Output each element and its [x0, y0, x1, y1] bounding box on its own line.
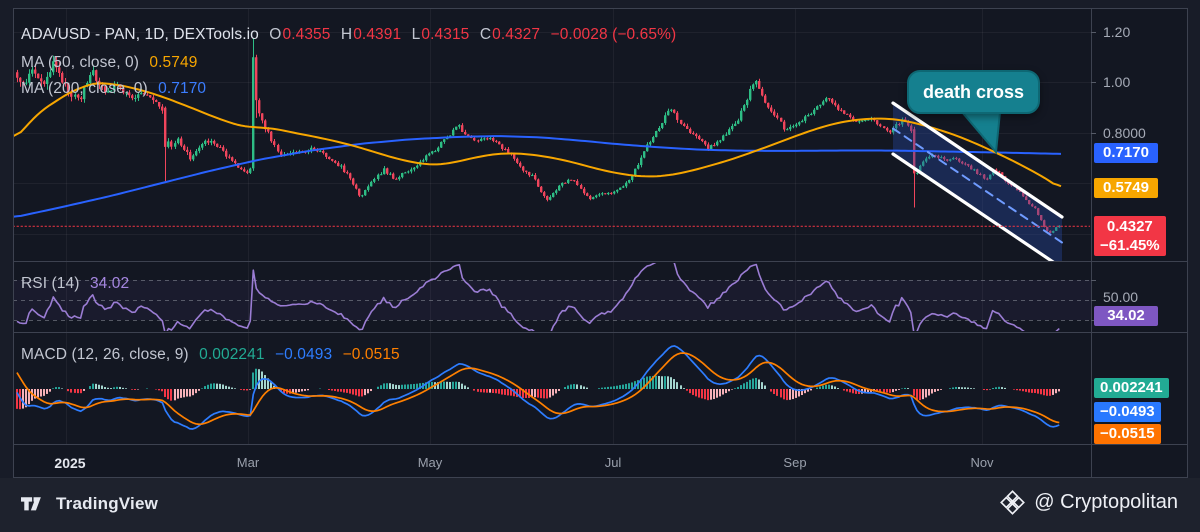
macd-legend-row[interactable]: MACD (12, 26, close, 9) 0.002241 −0.0493… [21, 346, 406, 364]
macd-hist-badge: 0.002241 [1094, 378, 1169, 398]
tradingview-brand[interactable]: TradingView [21, 494, 158, 514]
macd-label: MACD (12, 26, close, 9) [21, 346, 189, 363]
ohlc-close-label: C [479, 26, 492, 43]
ohlc-low-label: L [411, 26, 421, 43]
price-tick-1-00: 1.00 [1103, 74, 1131, 90]
rsi-legend-row[interactable]: RSI (14) 34.02 [21, 275, 135, 293]
ohlc-open-value: 0.4355 [282, 26, 331, 43]
cryptopolitan-logo-icon [1000, 490, 1026, 515]
ma50-legend-row[interactable]: MA (50, close, 0) 0.5749 [21, 54, 203, 72]
macd-hist-value: 0.002241 [199, 346, 265, 363]
ohlc-high-value: 0.4391 [353, 26, 402, 43]
death-cross-callout-tail [959, 111, 1002, 155]
symbol-title: ADA/USD - PAN, 1D, DEXTools.io [21, 26, 259, 43]
cryptopolitan-watermark: @ Cryptopolitan [1000, 490, 1178, 515]
macd-line-value: −0.0493 [275, 346, 333, 363]
price-tick-1-20: 1.20 [1103, 24, 1131, 40]
ohlc-open-label: O [269, 26, 282, 43]
rsi-50-tick: 50.00 [1103, 289, 1139, 305]
ma50-label: MA (50, close, 0) [21, 54, 139, 71]
rsi-label: RSI (14) [21, 275, 80, 292]
ma200-label: MA (200, close, 0) [21, 80, 148, 97]
macd-line-badge: −0.0493 [1094, 402, 1161, 422]
macd-signal-badge: −0.0515 [1094, 424, 1161, 444]
time-label-jul: Jul [604, 455, 622, 470]
ma200-legend-row[interactable]: MA (200, close, 0) 0.7170 [21, 80, 212, 98]
symbol-legend-row[interactable]: ADA/USD - PAN, 1D, DEXTools.io O0.4355 H… [21, 26, 682, 44]
ohlc-close-value: 0.4327 [492, 26, 541, 43]
cryptopolitan-watermark-text: @ Cryptopolitan [1034, 491, 1178, 513]
last-price-value: 0.4327 [1106, 218, 1153, 235]
price-tick-0-8000: 0.8000 [1103, 125, 1146, 141]
death-cross-text: death cross [922, 82, 1025, 102]
ma200-value: 0.7170 [158, 80, 207, 97]
time-label-2025: 2025 [54, 455, 86, 471]
ma200-price-badge: 0.7170 [1094, 143, 1158, 163]
ohlc-low-value: 0.4315 [421, 26, 470, 43]
time-axis[interactable] [13, 444, 1091, 478]
death-cross-callout[interactable]: death cross [907, 70, 1040, 114]
time-label-nov: Nov [970, 455, 994, 470]
time-label-mar: Mar [236, 455, 260, 470]
time-label-sep: Sep [783, 455, 807, 470]
macd-signal-value: −0.0515 [342, 346, 400, 363]
rsi-badge: 34.02 [1094, 306, 1158, 326]
footer-bar: TradingView @ Cryptopolitan [0, 478, 1200, 532]
ohlc-high-label: H [340, 26, 353, 43]
change-value: −0.0028 (−0.65%) [550, 26, 677, 43]
ma50-value: 0.5749 [149, 54, 198, 71]
last-price-badge: 0.4327 −61.45% [1094, 216, 1166, 256]
rsi-value: 34.02 [89, 275, 130, 292]
tradingview-brand-text: TradingView [56, 494, 159, 513]
tradingview-logo-icon [21, 497, 41, 511]
ma50-price-badge: 0.5749 [1094, 178, 1158, 198]
time-label-may: May [417, 455, 443, 470]
last-price-change: −61.45% [1100, 237, 1160, 254]
